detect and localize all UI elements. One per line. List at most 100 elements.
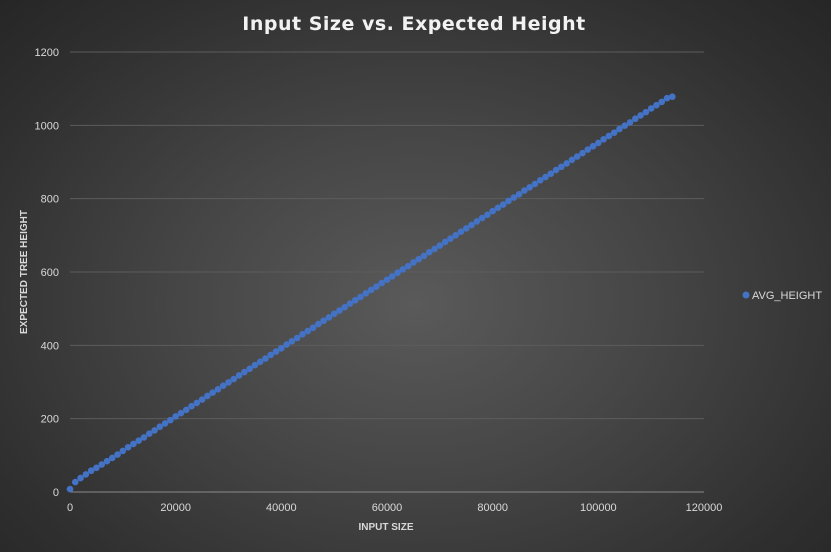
data-point	[330, 310, 338, 318]
x-tick-label: 100000	[580, 502, 617, 514]
data-point	[262, 355, 269, 362]
data-point	[87, 467, 95, 475]
data-point	[225, 379, 232, 386]
data-point	[288, 338, 296, 345]
data-point	[373, 283, 380, 290]
data-point	[341, 303, 349, 311]
y-tick-label: 0	[53, 487, 59, 499]
chart-title: Input Size vs. Expected Height	[242, 13, 585, 35]
data-point	[272, 348, 280, 355]
data-point	[579, 149, 586, 157]
data-point	[193, 399, 201, 407]
y-tick-label: 1000	[35, 120, 59, 132]
data-point	[182, 406, 190, 414]
data-point	[320, 317, 327, 325]
data-point	[621, 122, 629, 129]
data-point	[542, 173, 549, 181]
series-avg-height	[66, 93, 676, 493]
data-point	[251, 361, 259, 369]
data-point	[304, 327, 312, 335]
data-point	[378, 279, 386, 287]
x-tick-label: 60000	[372, 502, 403, 514]
data-point	[536, 177, 544, 184]
data-point	[452, 232, 459, 239]
data-point	[610, 129, 618, 136]
y-tick-label: 800	[41, 194, 59, 206]
data-point	[98, 461, 105, 468]
data-point	[589, 142, 597, 150]
data-point	[473, 218, 481, 225]
data-point	[552, 166, 560, 174]
data-point	[71, 478, 79, 486]
data-point	[489, 207, 496, 215]
data-point	[531, 180, 539, 188]
data-point	[352, 296, 359, 304]
data-point	[436, 242, 444, 249]
data-point	[108, 454, 116, 462]
data-point	[383, 276, 391, 284]
data-point	[410, 259, 417, 266]
data-point	[505, 197, 512, 205]
data-point	[151, 427, 158, 434]
data-point	[219, 382, 227, 389]
y-tick-label: 200	[41, 414, 59, 426]
legend-marker	[742, 291, 750, 299]
data-point	[336, 307, 343, 314]
data-point	[167, 416, 174, 424]
data-point	[145, 430, 153, 438]
data-point	[573, 153, 581, 160]
data-point	[130, 440, 137, 448]
legend: AVG_HEIGHT	[742, 290, 822, 302]
data-point	[478, 214, 486, 222]
data-point	[241, 368, 248, 376]
data-point	[267, 351, 275, 359]
data-point	[124, 443, 132, 451]
data-point	[246, 365, 253, 373]
data-point	[462, 225, 470, 232]
data-point	[299, 331, 306, 338]
legend-label: AVG_HEIGHT	[752, 290, 822, 302]
data-point	[188, 402, 195, 410]
data-point	[156, 423, 164, 431]
data-point	[616, 125, 623, 133]
data-point	[214, 386, 222, 393]
data-point	[669, 93, 676, 101]
data-point	[404, 262, 412, 270]
data-point	[595, 139, 602, 147]
data-point	[230, 375, 238, 383]
y-tick-label: 600	[41, 267, 59, 279]
gridlines	[70, 51, 704, 420]
data-point	[526, 184, 533, 191]
data-point	[663, 94, 671, 102]
data-point	[325, 314, 333, 321]
data-point	[66, 485, 74, 493]
data-point	[172, 413, 179, 420]
data-point	[114, 451, 121, 458]
data-point	[425, 248, 433, 256]
data-point	[235, 372, 243, 379]
x-axis-label: INPUT SIZE	[358, 522, 413, 533]
data-point	[515, 190, 523, 198]
data-point	[632, 115, 639, 123]
data-point	[431, 245, 438, 253]
data-point	[484, 211, 491, 219]
data-point	[362, 289, 370, 297]
data-point	[394, 269, 401, 277]
data-point	[558, 163, 565, 171]
data-point	[278, 344, 285, 352]
data-point	[346, 300, 354, 307]
data-point	[600, 135, 607, 143]
x-tick-label: 20000	[160, 502, 191, 514]
data-point	[637, 112, 644, 119]
data-point	[415, 255, 423, 263]
data-point	[82, 471, 90, 478]
data-point	[457, 228, 465, 235]
data-point	[309, 324, 317, 332]
data-point	[626, 119, 634, 126]
data-point	[198, 396, 206, 403]
data-point	[204, 392, 211, 400]
y-tick-label: 1200	[35, 47, 59, 59]
data-point	[161, 420, 169, 427]
data-point	[441, 238, 449, 246]
data-point	[494, 204, 502, 212]
